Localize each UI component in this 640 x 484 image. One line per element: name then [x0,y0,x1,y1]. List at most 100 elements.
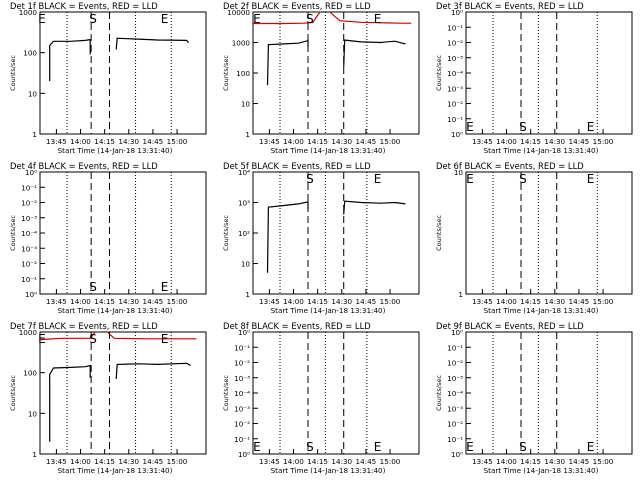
plot-frame [252,331,420,455]
x-tick-label: 15:00 [167,297,188,306]
event-marker-label: E [587,172,595,186]
x-tick-label: 14:45 [569,297,590,306]
y-tick-label: 10³ [238,199,250,208]
y-tick-label: 10⁻² [234,359,250,368]
x-tick-label: 14:30 [544,297,565,306]
x-axis-label: Start Time (14-Jan-18 13:31:40) [484,306,599,315]
x-tick-label: 14:45 [143,297,164,306]
y-axis-label: Counts/sec [222,375,230,411]
y-axis-label: Counts/sec [9,55,17,91]
y-tick-label: 1000 [19,8,38,17]
event-marker-label: E [466,172,474,186]
x-axis-label: Start Time (14-Jan-18 13:31:40) [484,146,599,155]
plot-frame [465,331,633,455]
x-tick-label: 13:45 [259,297,280,306]
x-tick-label: 14:15 [94,137,115,146]
y-tick-label: 10⁻² [447,359,463,368]
y-tick-label: 10⁰ [238,328,250,337]
x-tick-label: 15:00 [380,137,401,146]
detector-panel-4: Det 4f BLACK = Events, RED = LLD S E 10⁰ 10⁻… [9,161,207,315]
panel-title: Det 1f BLACK = Events, RED = LLD [10,1,158,11]
data-series-line [343,200,406,215]
x-tick-label: 14:45 [143,457,164,466]
x-tick-label: 14:30 [331,297,352,306]
panel-title: Det 9f BLACK = Events, RED = LLD [436,321,584,331]
y-tick-label: 100 [23,49,37,58]
y-tick-label: 10⁰ [25,290,37,299]
panel-title: Det 2f BLACK = Events, RED = LLD [223,1,371,11]
y-tick-label: 10⁻³ [234,404,250,413]
x-tick-label: 14:00 [283,457,304,466]
x-tick-label: 14:30 [118,457,139,466]
plot-frame [39,331,207,455]
plot-frame [39,11,207,135]
y-tick-label: 10 [241,260,251,269]
x-tick-label: 15:00 [167,457,188,466]
y-tick-label: 10⁻⁴ [234,389,250,398]
y-axis-label: Counts/sec [435,215,443,251]
y-tick-label: 10⁻³ [21,244,37,253]
panel-title: Det 4f BLACK = Events, RED = LLD [10,161,158,171]
y-tick-label: 10⁰ [451,8,463,17]
x-tick-label: 15:00 [167,137,188,146]
y-tick-label: 10⁰ [238,450,250,459]
data-series-line [49,364,91,442]
event-marker-label: S [89,12,97,26]
y-tick-label: 1 [32,450,37,459]
x-tick-label: 14:15 [307,137,328,146]
x-axis-label: Start Time (14-Jan-18 13:31:40) [58,466,173,475]
x-tick-label: 15:00 [593,457,614,466]
panel-title: Det 7f BLACK = Events, RED = LLD [10,321,158,331]
y-tick-label: 10⁻² [234,420,250,429]
y-axis-label: Counts/sec [435,55,443,91]
y-tick-label: 10⁻² [21,199,37,208]
data-series-line [115,37,190,50]
x-tick-label: 14:15 [520,137,541,146]
panel-title: Det 5f BLACK = Events, RED = LLD [223,161,371,171]
x-tick-label: 14:15 [520,297,541,306]
x-tick-label: 14:45 [356,457,377,466]
y-tick-label: 10⁻² [21,260,37,269]
y-tick-label: 10 [241,100,251,109]
y-tick-label: 10⁻¹ [447,435,463,444]
x-tick-label: 13:45 [472,457,493,466]
event-marker-label: E [374,12,382,26]
x-tick-label: 14:00 [70,297,91,306]
y-tick-label: 10⁻³ [447,54,463,63]
data-series-line [343,39,406,67]
x-tick-label: 14:45 [569,457,590,466]
plot-data-area [279,332,368,454]
x-tick-label: 14:15 [520,457,541,466]
y-tick-label: 100 [236,69,250,78]
x-tick-label: 13:45 [259,137,280,146]
x-tick-label: 14:45 [569,137,590,146]
event-marker-label: E [374,440,382,454]
event-marker-label: E [253,440,261,454]
y-tick-label: 10⁻⁴ [21,229,37,238]
panel-title: Det 6f BLACK = Events, RED = LLD [436,161,584,171]
event-marker-label: S [519,172,527,186]
y-tick-label: 10⁻³ [21,214,37,223]
data-series-line [266,39,309,86]
y-tick-label: 1000 [232,39,251,48]
panel-title: Det 3f BLACK = Events, RED = LLD [436,1,584,11]
x-tick-label: 13:45 [472,297,493,306]
plot-data-area [253,12,412,134]
event-marker-label: E [161,280,169,294]
event-marker-label: S [519,120,527,134]
x-tick-label: 13:45 [46,457,67,466]
plot-frame [252,11,420,135]
y-tick-label: 1 [245,130,250,139]
y-tick-label: 10⁻¹ [447,115,463,124]
y-tick-label: 10 [454,168,464,177]
y-tick-label: 10⁻¹ [21,183,37,192]
x-tick-label: 13:45 [472,137,493,146]
x-tick-label: 14:00 [496,297,517,306]
event-marker-label: S [89,332,97,346]
y-axis-label: Counts/sec [222,215,230,251]
y-tick-label: 10⁻³ [234,374,250,383]
